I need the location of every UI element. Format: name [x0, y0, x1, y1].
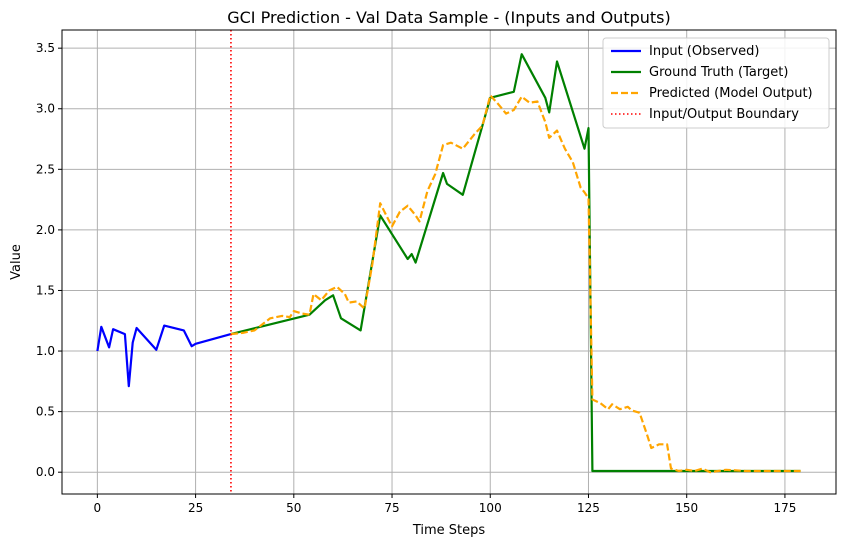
- y-tick-label: 2.0: [36, 223, 55, 237]
- series-line-predicted-model-output: [230, 94, 801, 474]
- legend-label-boundary: Input/Output Boundary: [649, 107, 799, 122]
- plot-frame: [61, 29, 837, 495]
- x-tick-label: 100: [479, 501, 502, 515]
- y-tick-label: 3.5: [36, 41, 55, 55]
- y-tick-label: 1.5: [36, 283, 55, 297]
- legend-label-predicted: Predicted (Model Output): [649, 86, 813, 101]
- legend-label-ground-truth: Ground Truth (Target): [649, 65, 788, 80]
- legend: Input (Observed) Ground Truth (Target) P…: [602, 37, 830, 129]
- series-line-ground-truth-target: [230, 53, 801, 473]
- x-tick-label: 150: [675, 501, 698, 515]
- x-tick-label: 75: [384, 501, 399, 515]
- x-tick-label: 175: [773, 501, 796, 515]
- y-tick-label: 1.0: [36, 344, 55, 358]
- y-tick-label: 0.0: [36, 465, 55, 479]
- x-tick-label: 125: [577, 501, 600, 515]
- series-line-input-observed: [96, 324, 232, 388]
- x-axis-label: Time Steps: [412, 523, 486, 538]
- y-tick-label: 0.5: [36, 405, 55, 419]
- chart-title: GCI Prediction - Val Data Sample - (Inpu…: [227, 8, 671, 27]
- x-tick-label: 0: [94, 501, 102, 515]
- x-tick-label: 50: [286, 501, 301, 515]
- y-tick-label: 3.0: [36, 102, 55, 116]
- y-tick-label: 2.5: [36, 162, 55, 176]
- legend-label-input: Input (Observed): [649, 44, 759, 59]
- series-layer: [96, 30, 801, 494]
- legend-box: [602, 37, 830, 129]
- y-axis-label: Value: [9, 244, 24, 280]
- ticks: 0 25 50 75 100 125 150 175 0.0 0.5 1.0 1.5 2.0 2.5 3.0…: [36, 41, 796, 515]
- x-tick-label: 25: [188, 501, 203, 515]
